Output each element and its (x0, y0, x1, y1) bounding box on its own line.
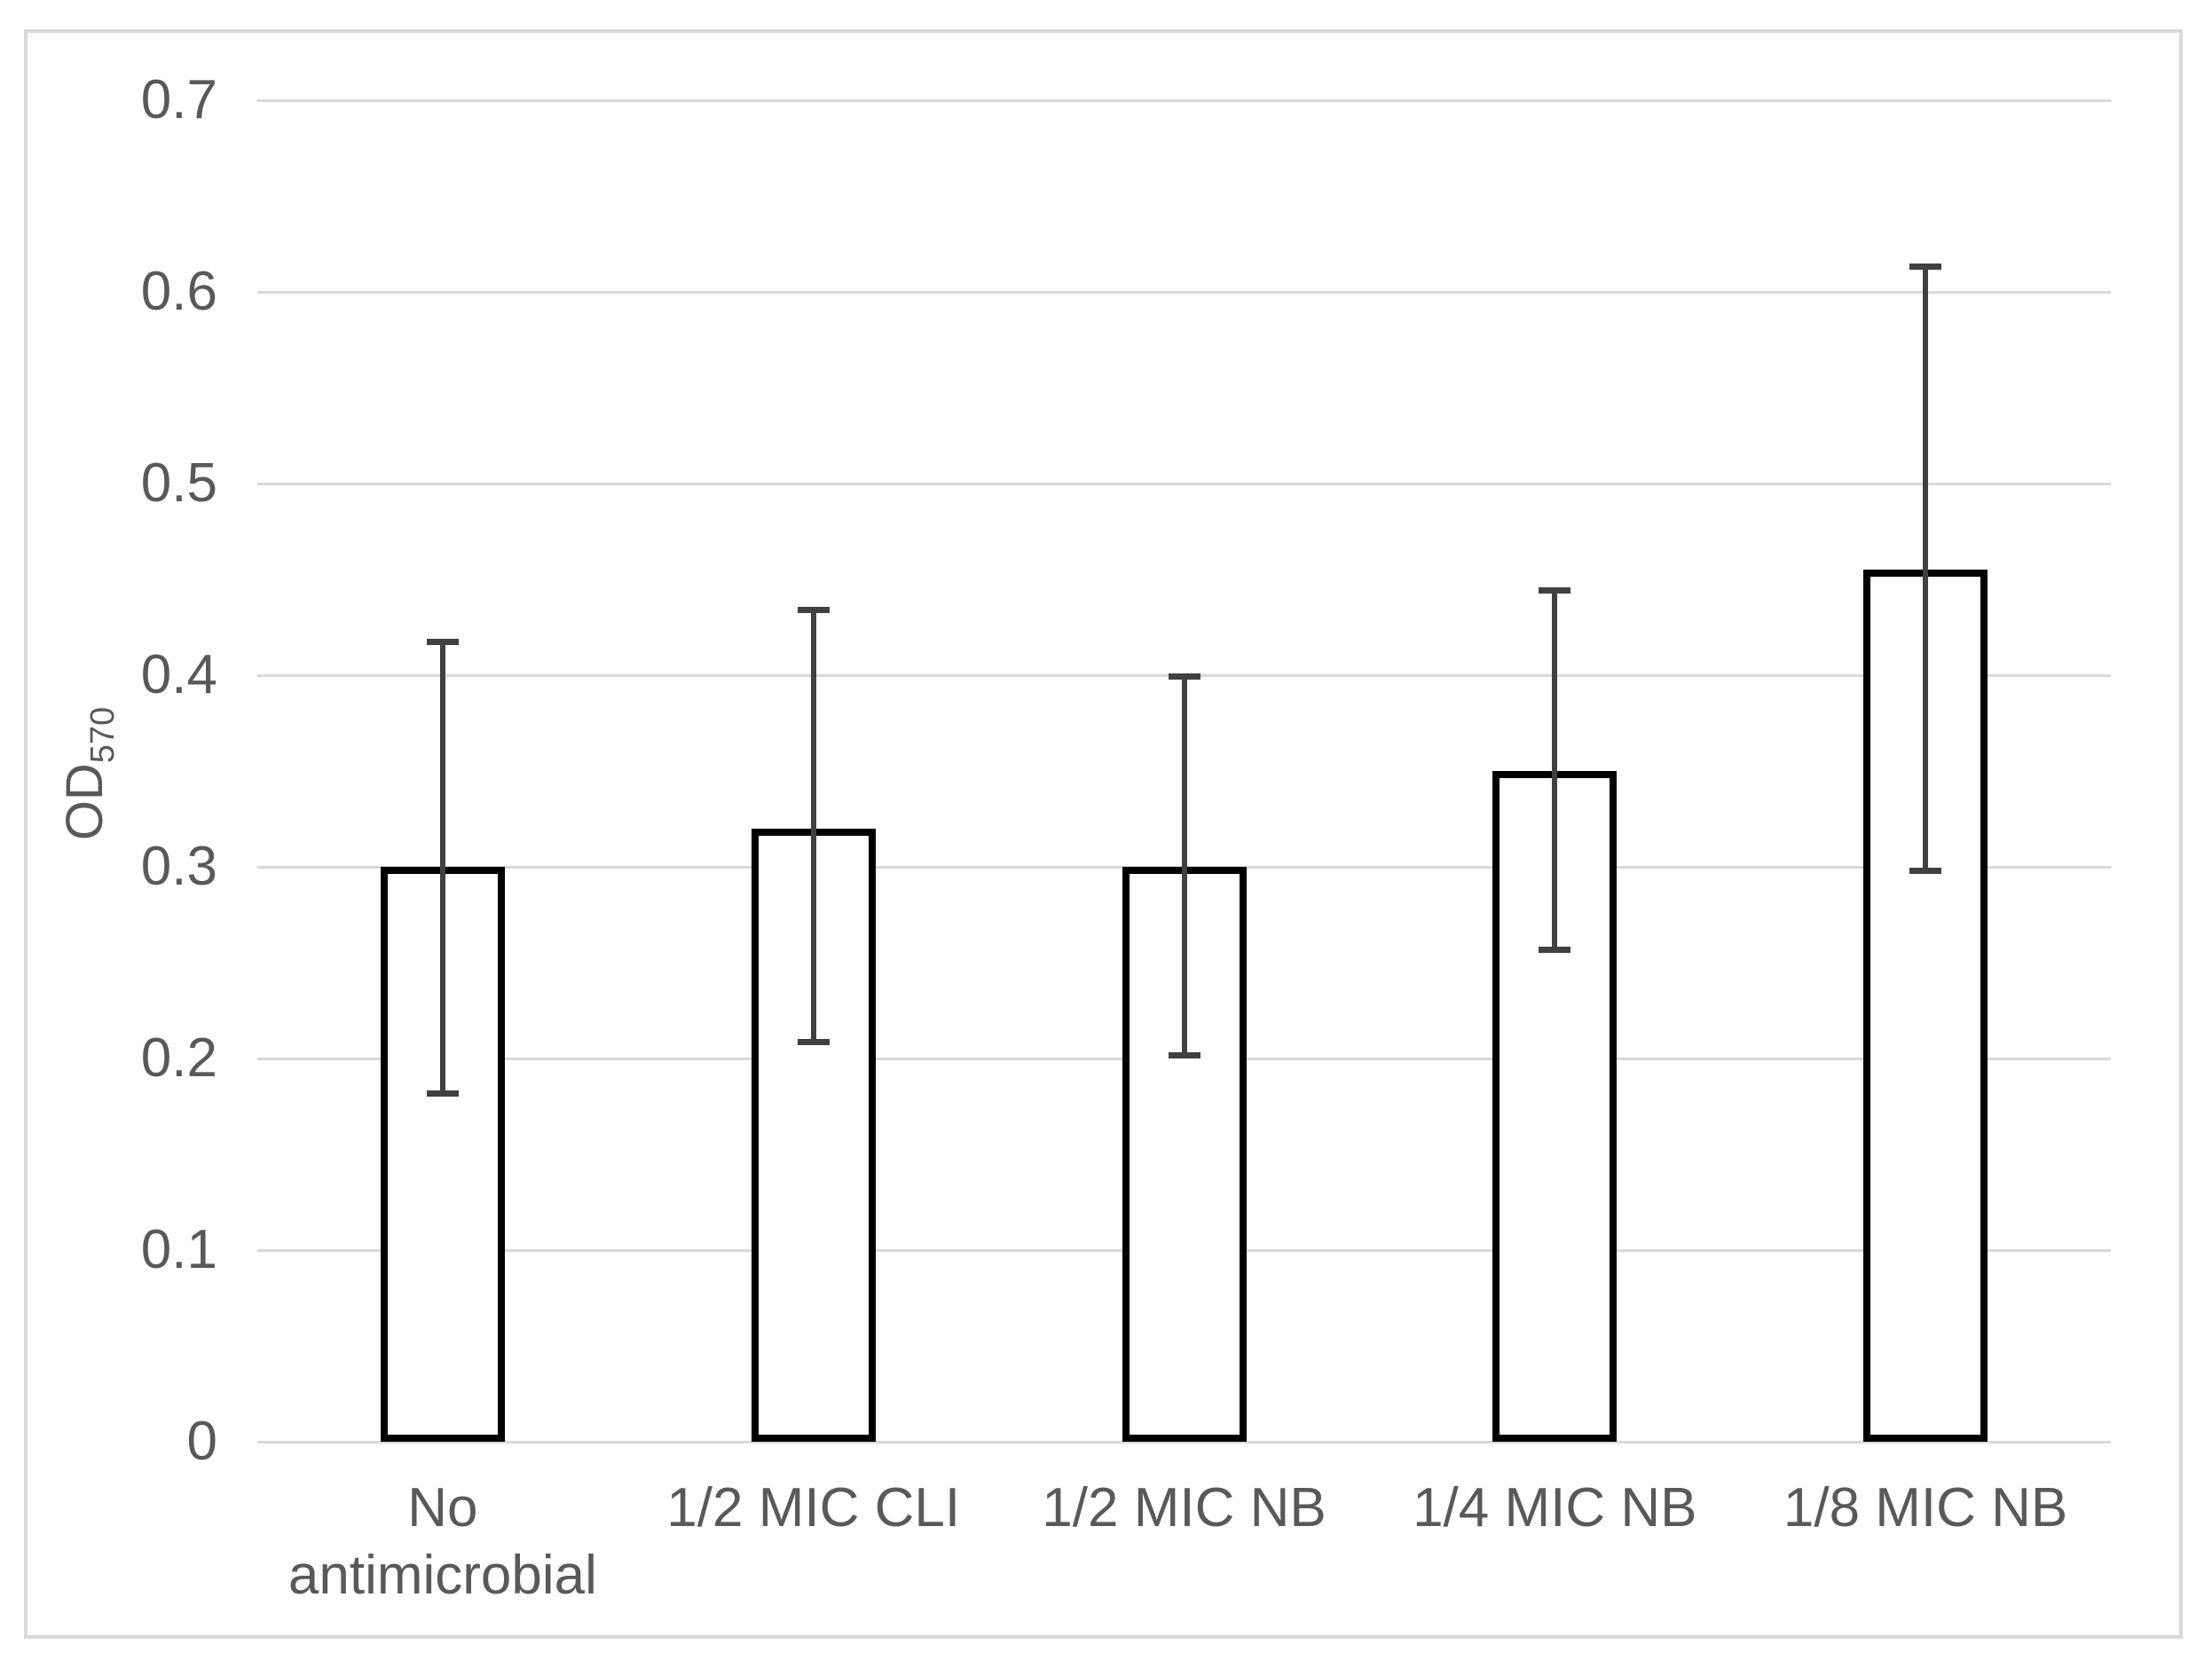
x-category-label: 1/2 MIC CLI (666, 1477, 961, 1538)
x-category-label: 1/2 MIC NB (1042, 1477, 1326, 1538)
y-tick-label: 0.3 (140, 836, 217, 897)
error-bar-line (810, 610, 816, 1042)
error-bar-cap-bottom (797, 1038, 830, 1045)
error-bar-cap-bottom (1168, 1051, 1200, 1058)
error-bar-line (439, 642, 445, 1093)
y-tick-label: 0.1 (140, 1219, 217, 1280)
error-bar-cap-top (1539, 586, 1571, 594)
error-bar-line (1181, 677, 1187, 1055)
y-tick-label: 0.5 (140, 452, 217, 514)
error-bar-cap-top (426, 639, 459, 646)
y-tick-label: 0.2 (140, 1027, 217, 1089)
y-tick-label: 0.6 (140, 261, 217, 322)
bar (380, 867, 505, 1442)
error-bar-cap-top (1909, 263, 1942, 270)
x-category-label: 1/8 MIC NB (1783, 1477, 2068, 1538)
gridline (257, 483, 2111, 485)
y-tick-label: 0 (186, 1411, 217, 1472)
y-tick-label: 0.7 (140, 69, 217, 130)
y-axis-title-text: OD (56, 763, 114, 841)
error-bar-cap-bottom (1539, 946, 1571, 953)
y-tick-label: 0.4 (140, 644, 217, 705)
error-bar-cap-top (797, 606, 830, 613)
error-bar-cap-bottom (426, 1090, 459, 1097)
error-bar-line (1923, 266, 1929, 871)
gridline (257, 99, 2111, 102)
y-axis-title: OD570 (55, 707, 122, 840)
x-axis-line (257, 1441, 2111, 1444)
error-bar-cap-top (1168, 673, 1200, 681)
x-category-label: 1/4 MIC NB (1413, 1477, 1697, 1538)
x-category-label: No antimicrobial (287, 1477, 597, 1606)
gridline (257, 291, 2111, 294)
y-axis-title-subscript: 570 (83, 706, 122, 764)
chart-frame (24, 29, 2183, 1639)
error-bar-line (1552, 590, 1558, 949)
error-bar-cap-bottom (1909, 868, 1942, 875)
